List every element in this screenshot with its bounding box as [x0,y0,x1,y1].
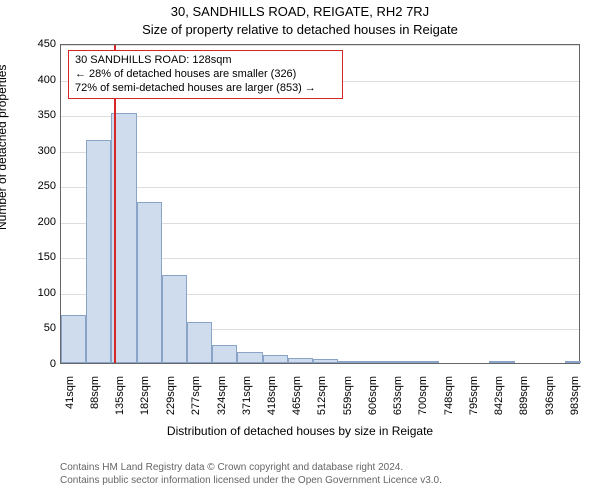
grid-line [61,187,579,188]
histogram-bar [565,361,581,363]
annotation-line-1: 30 SANDHILLS ROAD: 128sqm [75,54,336,68]
x-tick-label: 229sqm [165,376,177,426]
footer-attribution: Contains HM Land Registry data © Crown c… [60,462,442,487]
footer-line-1: Contains HM Land Registry data © Crown c… [60,462,442,475]
histogram-bar [288,358,313,363]
histogram-bar [137,202,162,363]
x-axis-label: Distribution of detached houses by size … [0,424,600,438]
y-tick-label: 250 [28,180,56,192]
grid-line [61,45,579,46]
chart-title-address: 30, SANDHILLS ROAD, REIGATE, RH2 7RJ [0,4,600,19]
x-tick-label: 700sqm [417,376,429,426]
x-tick-label: 512sqm [316,376,328,426]
x-tick-label: 88sqm [89,376,101,426]
x-tick-label: 371sqm [241,376,253,426]
x-tick-label: 418sqm [266,376,278,426]
x-tick-label: 277sqm [190,376,202,426]
x-tick-label: 795sqm [468,376,480,426]
y-tick-label: 350 [28,109,56,121]
histogram-bar [414,361,439,363]
y-tick-label: 450 [28,38,56,50]
y-axis-label: Number of detached properties [0,65,9,230]
annotation-line-3: 72% of semi-detached houses are larger (… [75,82,336,96]
histogram-bar [389,361,414,363]
x-tick-label: 842sqm [493,376,505,426]
footer-line-2: Contains public sector information licen… [60,475,442,488]
x-tick-label: 324sqm [216,376,228,426]
histogram-bar [237,352,262,363]
annotation-box: 30 SANDHILLS ROAD: 128sqm← 28% of detach… [68,50,343,99]
histogram-bar [338,361,363,363]
y-tick-label: 200 [28,216,56,228]
x-tick-label: 653sqm [392,376,404,426]
x-tick-label: 135sqm [114,376,126,426]
histogram-bar [86,140,111,363]
grid-line [61,152,579,153]
y-tick-label: 150 [28,251,56,263]
histogram-bar [489,361,514,363]
chart-container: 30, SANDHILLS ROAD, REIGATE, RH2 7RJ Siz… [0,0,600,500]
histogram-bar [61,315,86,363]
grid-line [61,116,579,117]
histogram-bar [212,345,237,363]
x-tick-label: 41sqm [64,376,76,426]
histogram-bar [313,359,338,363]
histogram-bar [162,275,187,363]
x-tick-label: 606sqm [367,376,379,426]
x-tick-label: 889sqm [518,376,530,426]
y-tick-label: 100 [28,287,56,299]
annotation-line-2: ← 28% of detached houses are smaller (32… [75,68,336,82]
x-tick-label: 936sqm [544,376,556,426]
x-tick-label: 983sqm [569,376,581,426]
y-tick-label: 0 [28,358,56,370]
y-tick-label: 300 [28,145,56,157]
histogram-bar [363,361,388,363]
chart-title-desc: Size of property relative to detached ho… [0,22,600,37]
x-tick-label: 748sqm [443,376,455,426]
histogram-bar [263,355,288,363]
y-tick-label: 50 [28,322,56,334]
x-tick-label: 559sqm [342,376,354,426]
histogram-bar [187,322,212,363]
x-tick-label: 182sqm [139,376,151,426]
y-tick-label: 400 [28,74,56,86]
x-tick-label: 465sqm [291,376,303,426]
